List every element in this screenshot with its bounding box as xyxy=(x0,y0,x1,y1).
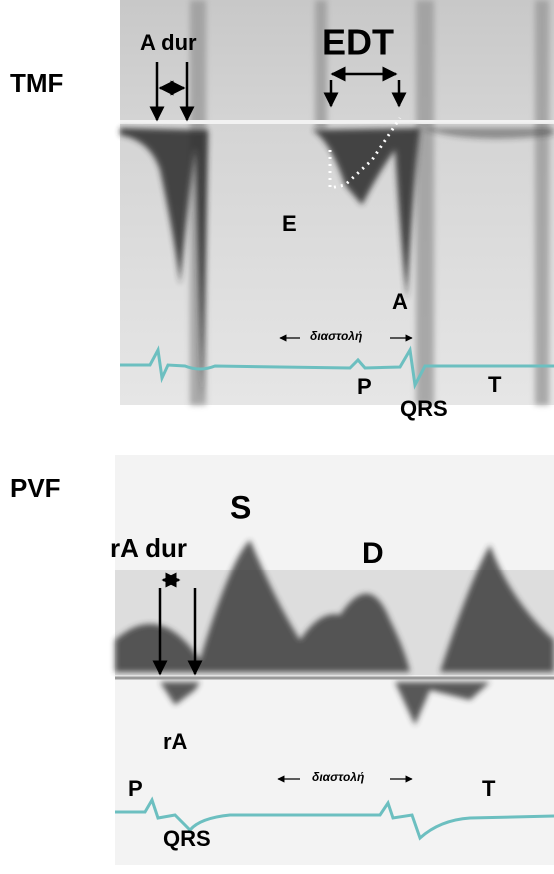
p-label: P xyxy=(357,374,372,399)
figure: TMF A dur EDT E A διαστολή P QRS T PVF S… xyxy=(0,0,554,874)
diastole-label: διαστολή xyxy=(312,770,364,784)
qrs-label: QRS xyxy=(163,826,211,851)
diastole-label: διαστολή xyxy=(310,329,362,343)
e-wave-label: E xyxy=(282,211,297,236)
a-dur-label: A dur xyxy=(140,30,197,55)
qrs-label: QRS xyxy=(400,396,448,421)
t-label: T xyxy=(488,372,502,397)
d-wave-label: D xyxy=(362,537,384,570)
pvf-doppler-image xyxy=(115,455,554,865)
panel-label: PVF xyxy=(10,473,61,503)
edt-label: EDT xyxy=(322,22,394,63)
s-wave-label: S xyxy=(230,489,251,525)
ra-dur-label: rA dur xyxy=(110,533,187,563)
p-label: P xyxy=(128,776,143,801)
t-label: T xyxy=(482,776,496,801)
panel-label: TMF xyxy=(10,68,63,98)
a-wave-label: A xyxy=(392,289,408,314)
ra-wave-label: rA xyxy=(163,729,188,754)
